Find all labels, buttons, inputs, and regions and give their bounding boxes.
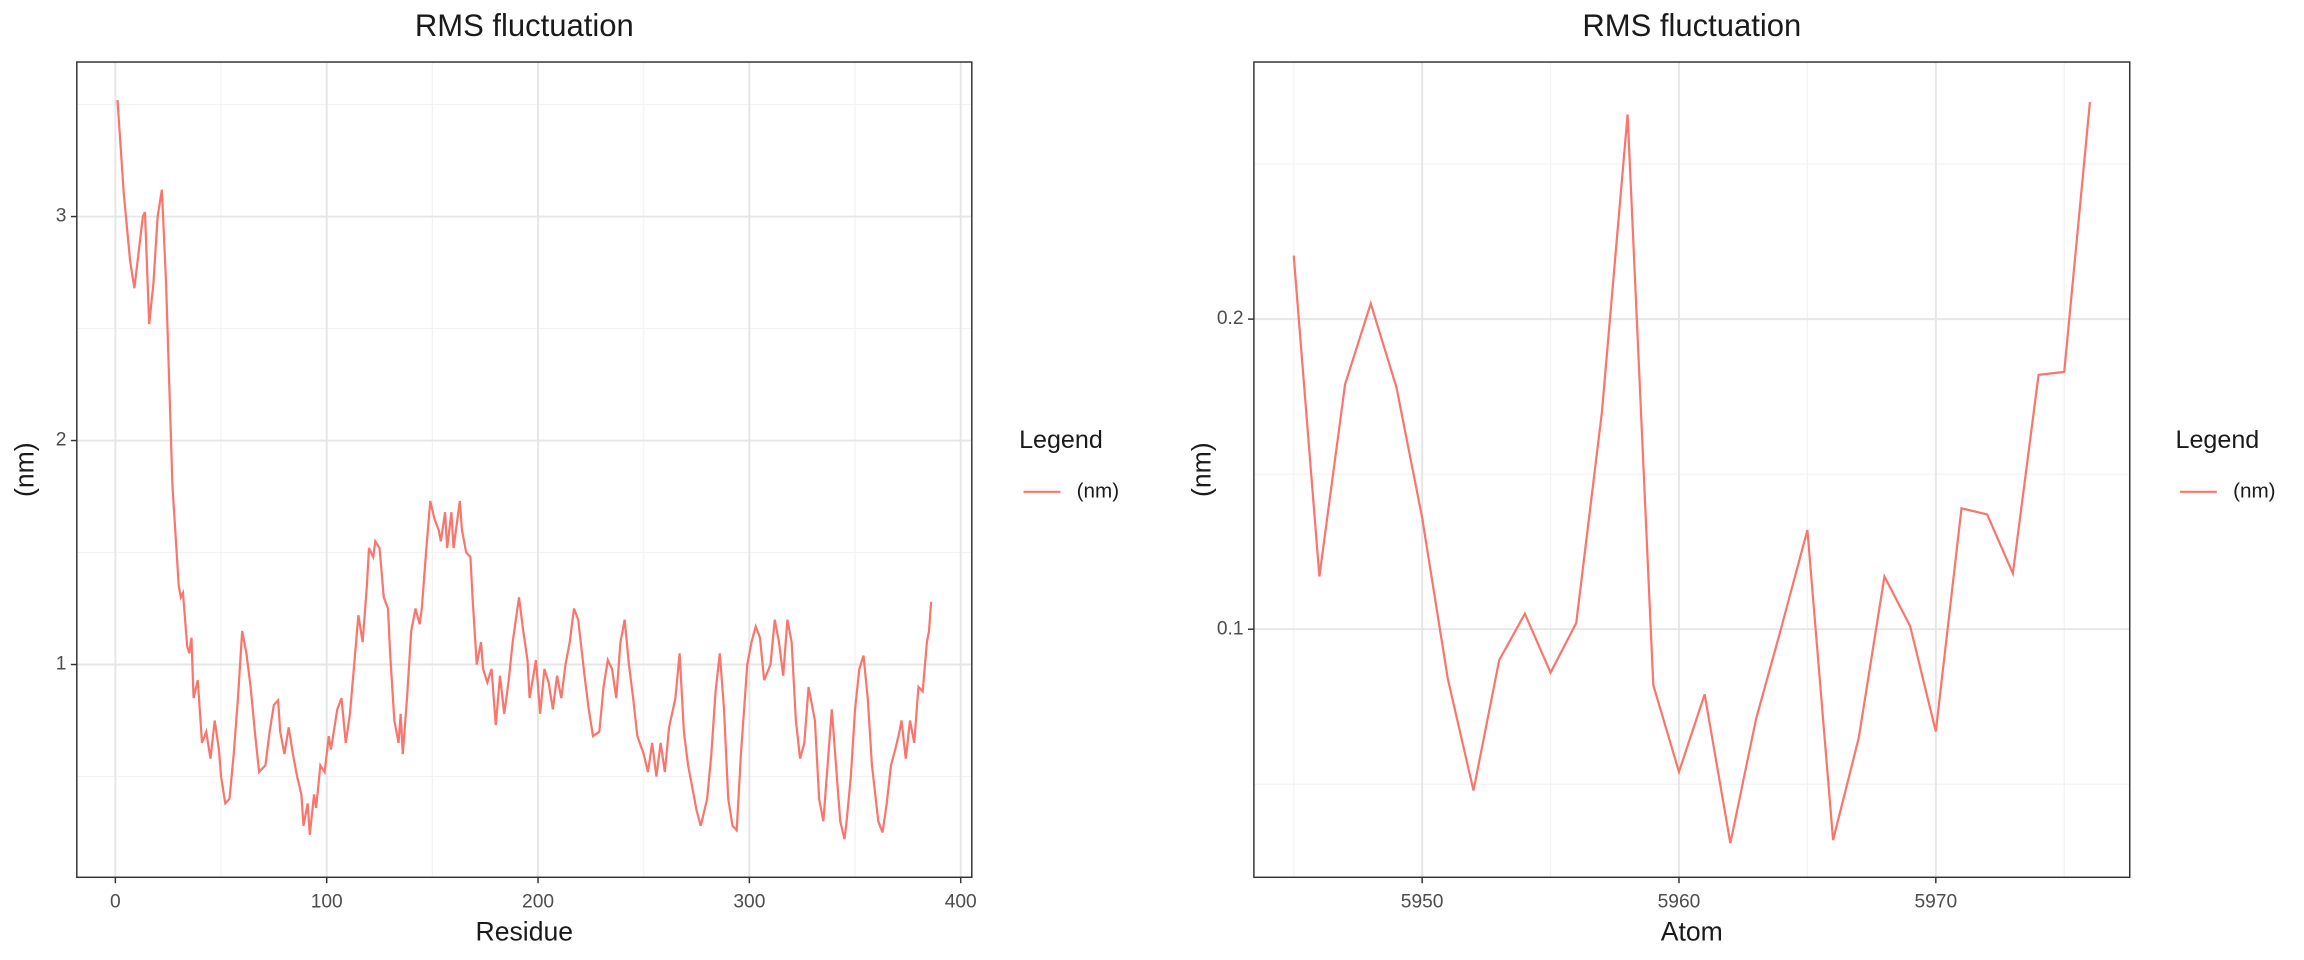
y-tick-label: 1	[56, 654, 67, 675]
legend-label: (nm)	[1077, 479, 1119, 502]
data-line	[1292, 101, 2092, 844]
panel-border	[76, 61, 973, 879]
chart-title: RMS fluctuation	[415, 8, 634, 43]
x-tick-label: 5970	[1914, 891, 1957, 912]
x-tick-label: 400	[945, 891, 977, 912]
x-tick-label: 5950	[1401, 891, 1444, 912]
x-tick-label: 5960	[1658, 891, 1701, 912]
x-tick-label: 200	[522, 891, 554, 912]
x-axis-label: Residue	[476, 916, 574, 946]
x-tick-label: 0	[110, 891, 121, 912]
legend-label: (nm)	[2233, 479, 2275, 502]
chart-panel: 0.1 0.2 5950 5960 5970 RMS fluctuation Atom (nm…	[1187, 8, 2276, 946]
chart-title: RMS fluctuation	[1582, 8, 1801, 43]
y-tick-label: 0.1	[1217, 618, 1244, 639]
chart-panel: 1 2 3 0 100 200 300 400 RMS fluctuation Residue (n…	[10, 8, 1120, 946]
y-tick-label: 3	[56, 206, 67, 227]
legend-title: Legend	[1019, 426, 1103, 454]
x-tick-label: 300	[733, 891, 765, 912]
legend-title: Legend	[2176, 426, 2260, 454]
y-axis-label: (nm)	[10, 442, 40, 497]
data-line	[116, 100, 933, 840]
x-tick-label: 100	[311, 891, 343, 912]
y-tick-label: 0.2	[1217, 308, 1244, 329]
y-axis-label: (nm)	[1187, 442, 1217, 497]
panel-border	[1253, 61, 2131, 879]
y-tick-label: 2	[56, 430, 67, 451]
x-axis-label: Atom	[1661, 916, 1723, 946]
